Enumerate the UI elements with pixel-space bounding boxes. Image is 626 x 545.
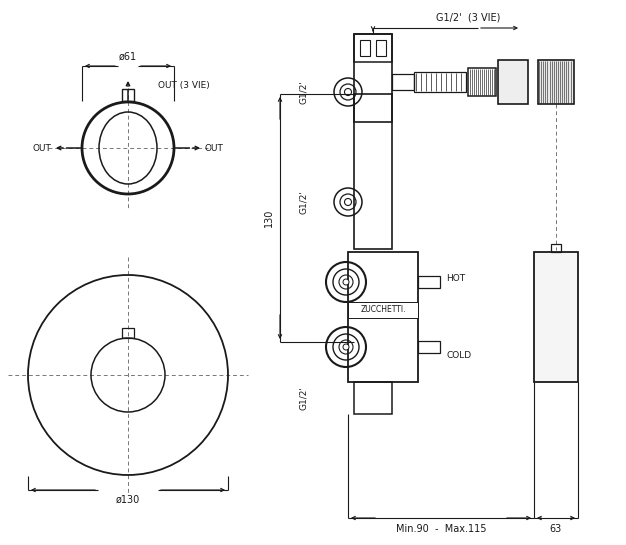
Bar — [348, 302, 418, 318]
Text: OUT (3 VIE): OUT (3 VIE) — [158, 81, 210, 89]
Text: HOT: HOT — [446, 274, 465, 282]
Text: ø61: ø61 — [119, 52, 137, 62]
Bar — [354, 94, 392, 249]
Text: G1/2'  (3 VIE): G1/2' (3 VIE) — [436, 12, 500, 22]
Bar — [418, 341, 440, 353]
Bar — [534, 252, 578, 382]
Bar — [122, 328, 134, 338]
Text: G1/2': G1/2' — [299, 190, 307, 214]
Text: Min.90  -  Max.115: Min.90 - Max.115 — [396, 524, 486, 534]
Bar — [348, 252, 418, 382]
Bar — [468, 68, 496, 96]
Bar — [498, 60, 528, 104]
Text: OUT: OUT — [33, 143, 51, 153]
Text: OUT: OUT — [205, 143, 223, 153]
Bar — [354, 382, 392, 414]
Bar — [354, 34, 392, 62]
Text: G1/2': G1/2' — [299, 386, 307, 410]
Bar — [414, 72, 466, 92]
Circle shape — [344, 88, 352, 95]
Text: ZUCCHETTI.: ZUCCHETTI. — [360, 306, 406, 314]
Text: ø130: ø130 — [116, 495, 140, 505]
Bar — [392, 74, 414, 90]
Text: 130: 130 — [264, 209, 274, 227]
Text: COLD: COLD — [446, 350, 471, 360]
Bar — [122, 89, 134, 101]
Bar — [551, 244, 561, 252]
Bar — [354, 34, 392, 122]
Bar — [538, 60, 574, 104]
Text: 63: 63 — [550, 524, 562, 534]
Bar — [418, 276, 440, 288]
Circle shape — [343, 344, 349, 350]
Circle shape — [343, 279, 349, 285]
Bar — [376, 40, 386, 56]
Text: G1/2': G1/2' — [299, 80, 307, 104]
Bar — [360, 40, 370, 56]
